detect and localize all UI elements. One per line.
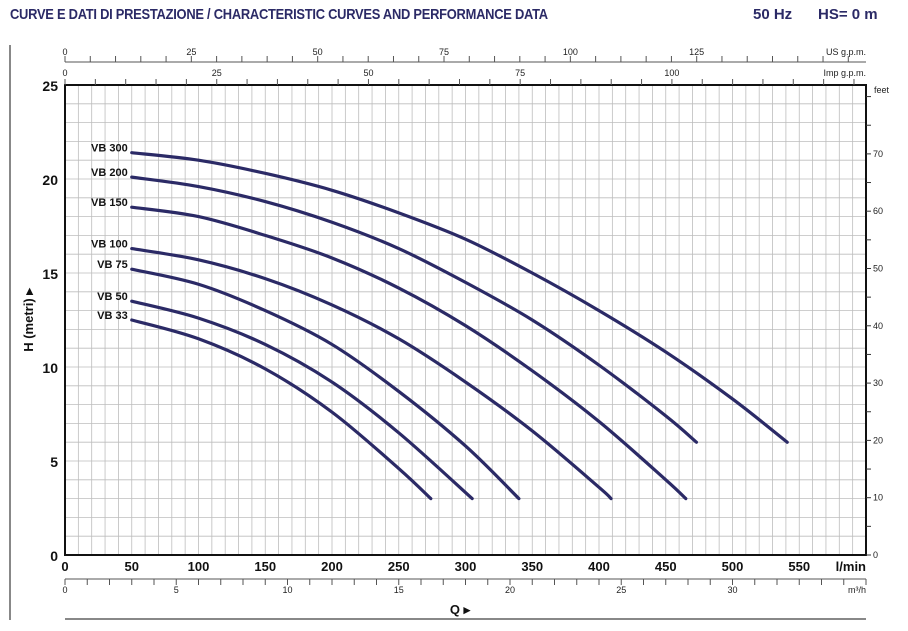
series-label: VB 75 bbox=[97, 259, 128, 271]
curve-vb-50 bbox=[130, 299, 474, 501]
series-label: VB 50 bbox=[97, 291, 128, 303]
feet-tick-label: 60 bbox=[873, 206, 883, 216]
y-tick-label: 5 bbox=[50, 454, 58, 470]
feet-unit-label: feet bbox=[874, 85, 890, 95]
m3h-tick-label: 30 bbox=[727, 585, 737, 595]
us-gpm-tick-label: 100 bbox=[563, 47, 578, 57]
curve-vb-75 bbox=[130, 267, 521, 501]
imp-gpm-unit-label: Imp g.p.m. bbox=[823, 68, 866, 78]
series-label: VB 300 bbox=[91, 143, 128, 155]
curve-vb-33 bbox=[130, 318, 433, 501]
x-tick-label: 250 bbox=[388, 559, 410, 574]
x-tick-label: 300 bbox=[455, 559, 477, 574]
curve-vb-100 bbox=[130, 246, 613, 501]
series-label: VB 33 bbox=[97, 310, 128, 322]
frequency-label: 50 Hz bbox=[753, 6, 793, 23]
feet-tick-label: 0 bbox=[873, 550, 878, 560]
y-tick-label: 15 bbox=[42, 266, 58, 282]
m3h-unit-label: m³/h bbox=[848, 585, 866, 595]
curve-vb-300 bbox=[130, 151, 789, 444]
x-tick-label: 400 bbox=[588, 559, 610, 574]
y-axis-label: H (metri) ▸ bbox=[21, 287, 36, 352]
x-tick-label: 350 bbox=[521, 559, 543, 574]
imp-gpm-tick-label: 25 bbox=[212, 68, 222, 78]
series-label: VB 200 bbox=[91, 167, 128, 179]
feet-tick-label: 40 bbox=[873, 321, 883, 331]
curve-vb-200 bbox=[130, 175, 699, 444]
us-gpm-tick-label: 50 bbox=[313, 47, 323, 57]
m3h-tick-label: 0 bbox=[62, 585, 67, 595]
x-unit-label: l/min bbox=[836, 559, 866, 574]
feet-tick-label: 70 bbox=[873, 149, 883, 159]
feet-tick-label: 30 bbox=[873, 378, 883, 388]
us-gpm-tick-label: 0 bbox=[62, 47, 67, 57]
x-axis-label: Q ▸ bbox=[450, 602, 472, 617]
us-gpm-tick-label: 75 bbox=[439, 47, 449, 57]
y-tick-label: 20 bbox=[42, 172, 58, 188]
x-tick-label: 150 bbox=[254, 559, 276, 574]
x-tick-label: 100 bbox=[188, 559, 210, 574]
m3h-tick-label: 20 bbox=[505, 585, 515, 595]
y-tick-label: 25 bbox=[42, 78, 58, 94]
x-tick-label: 50 bbox=[125, 559, 139, 574]
m3h-tick-label: 10 bbox=[282, 585, 292, 595]
us-gpm-tick-label: 125 bbox=[689, 47, 704, 57]
m3h-tick-label: 15 bbox=[394, 585, 404, 595]
imp-gpm-tick-label: 75 bbox=[515, 68, 525, 78]
us-gpm-unit-label: US g.p.m. bbox=[826, 47, 866, 57]
series-label: VB 150 bbox=[91, 197, 128, 209]
imp-gpm-tick-label: 0 bbox=[62, 68, 67, 78]
x-tick-label: 550 bbox=[788, 559, 810, 574]
y-tick-label: 0 bbox=[50, 548, 58, 564]
x-tick-label: 450 bbox=[655, 559, 677, 574]
feet-tick-label: 50 bbox=[873, 263, 883, 273]
x-tick-label: 500 bbox=[722, 559, 744, 574]
chart-title: CURVE E DATI DI PRESTAZIONE / CHARACTERI… bbox=[10, 6, 548, 23]
curve-vb-150 bbox=[130, 205, 688, 501]
x-tick-label: 200 bbox=[321, 559, 343, 574]
suction-head-label: HS= 0 m bbox=[818, 6, 878, 23]
y-tick-label: 10 bbox=[42, 360, 58, 376]
us-gpm-tick-label: 25 bbox=[186, 47, 196, 57]
x-tick-label: 0 bbox=[61, 559, 68, 574]
m3h-tick-label: 25 bbox=[616, 585, 626, 595]
feet-tick-label: 10 bbox=[873, 493, 883, 503]
m3h-tick-label: 5 bbox=[174, 585, 179, 595]
series-label: VB 100 bbox=[91, 239, 128, 251]
imp-gpm-tick-label: 100 bbox=[664, 68, 679, 78]
feet-tick-label: 20 bbox=[873, 435, 883, 445]
imp-gpm-tick-label: 50 bbox=[363, 68, 373, 78]
